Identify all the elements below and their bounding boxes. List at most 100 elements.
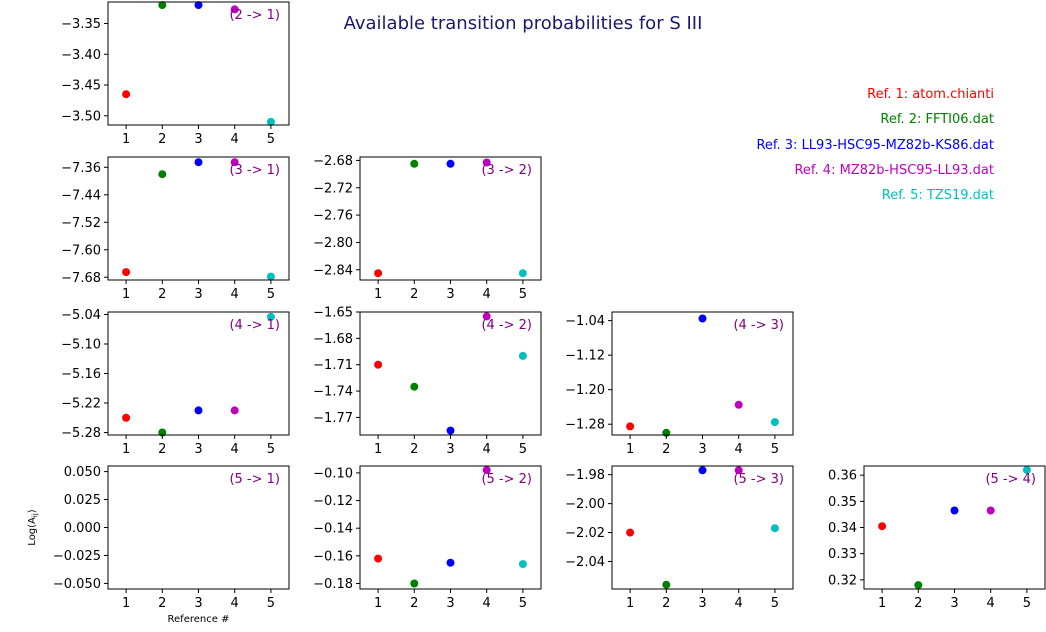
panel-6-ytick-label-2: −1.12 — [565, 349, 605, 364]
panel-6-xtick-label-4: 4 — [735, 442, 743, 457]
panel-10-transition-label: (5 -> 4) — [985, 472, 1036, 487]
panel-8-xtick-label-5: 5 — [519, 596, 527, 611]
ref-legend-item-1: Ref. 1: atom.chianti — [867, 87, 994, 102]
panel-2-point-ref-1 — [122, 268, 131, 277]
panel-1-point-ref-1 — [122, 90, 131, 99]
panel-2-transition-label: (3 -> 1) — [229, 163, 280, 178]
panel-5-point-ref-5 — [518, 351, 527, 360]
panel-6-ytick-label-3: −1.20 — [565, 383, 605, 398]
panel-10-xtick-label-4: 4 — [987, 596, 995, 611]
panel-1-xtick-label-4: 4 — [231, 132, 239, 147]
panel-6-transition-label: (4 -> 3) — [733, 318, 784, 333]
y-axis-label: Log(Aij) — [27, 509, 39, 546]
panel-1-ytick-label-1: −3.35 — [61, 17, 101, 32]
panel-6-ytick-label-4: −1.28 — [565, 418, 605, 433]
panel-2-xtick-label-4: 4 — [231, 287, 239, 302]
panel-3-xtick-label-2: 2 — [410, 287, 418, 302]
panel-10-xtick-label-5: 5 — [1023, 596, 1031, 611]
panel-8-xtick-label-3: 3 — [446, 596, 454, 611]
panel-8-xtick-label-1: 1 — [374, 596, 382, 611]
panel-9-point-ref-2 — [662, 580, 671, 589]
panel-1-xtick-label-2: 2 — [158, 132, 166, 147]
panel-5-ytick-label-4: −1.74 — [313, 385, 353, 400]
panel-5-point-ref-4 — [482, 312, 491, 321]
panel-1-ytick-label-3: −3.45 — [61, 79, 101, 94]
panel-2-xtick-label-2: 2 — [158, 287, 166, 302]
panel-8-ytick-label-1: −0.10 — [313, 466, 353, 481]
panel-8-ytick-label-2: −0.12 — [313, 494, 353, 509]
panel-1-point-ref-4 — [230, 5, 239, 14]
panel-10-point-ref-3 — [950, 506, 959, 515]
panel-9-xtick-label-3: 3 — [698, 596, 706, 611]
panel-3-ytick-label-1: −2.68 — [313, 154, 353, 169]
panel-8-ytick-label-5: −0.18 — [313, 577, 353, 592]
panel-8-transition-label: (5 -> 2) — [481, 472, 532, 487]
panel-4-ytick-label-4: −5.22 — [61, 397, 101, 412]
panel-3-xtick-label-4: 4 — [483, 287, 491, 302]
panel-4-point-ref-5 — [266, 312, 275, 321]
panel-6-xtick-label-3: 3 — [698, 442, 706, 457]
panel-1-ytick-label-4: −3.50 — [61, 109, 101, 124]
panel-1-point-ref-5 — [266, 117, 275, 126]
panel-8-point-ref-5 — [518, 560, 527, 569]
panel-1-ytick-label-2: −3.40 — [61, 48, 101, 63]
panel-2-point-ref-5 — [266, 272, 275, 281]
panel-10-ytick-label-1: 0.36 — [828, 469, 857, 484]
panel-10-point-ref-4 — [986, 506, 995, 515]
panel-8-point-ref-4 — [482, 466, 491, 475]
y-axis-label-main: Log(A — [27, 517, 38, 546]
panel-4-point-ref-4 — [230, 406, 239, 415]
panel-9-ytick-label-3: −2.02 — [565, 526, 605, 541]
panel-4-transition-label: (4 -> 1) — [229, 318, 280, 333]
panel-1-point-ref-2 — [158, 1, 167, 10]
panel-6-xtick-label-2: 2 — [662, 442, 670, 457]
y-axis-label-close: ) — [27, 509, 38, 513]
panel-4-xtick-label-5: 5 — [267, 442, 275, 457]
y-axis-label-sub: ij — [31, 513, 39, 517]
panel-3-ytick-label-3: −2.76 — [313, 209, 353, 224]
panel-9-ytick-label-4: −2.04 — [565, 555, 605, 570]
panel-8-ytick-label-4: −0.16 — [313, 549, 353, 564]
panel-5-point-ref-3 — [446, 426, 455, 435]
panel-1-point-ref-3 — [194, 1, 203, 10]
panel-5-xtick-label-5: 5 — [519, 442, 527, 457]
panel-7-ytick-label-1: 0.050 — [64, 465, 101, 480]
panel-7-xtick-label-2: 2 — [158, 596, 166, 611]
ref-legend-item-5: Ref. 5: TZS19.dat — [881, 188, 994, 204]
panel-1-xtick-label-1: 1 — [122, 132, 130, 147]
ref-legend-item-3: Ref. 3: LL93-HSC95-MZ82b-KS86.dat — [756, 137, 994, 153]
panel-6-xtick-label-1: 1 — [626, 442, 634, 457]
panel-4-ytick-label-1: −5.04 — [61, 308, 101, 323]
panel-5-transition-label: (4 -> 2) — [481, 318, 532, 333]
panel-3-xtick-label-3: 3 — [446, 287, 454, 302]
panel-6-point-ref-3 — [698, 314, 707, 323]
panel-9-point-ref-5 — [770, 524, 779, 533]
panel-5-point-ref-2 — [410, 382, 419, 391]
figure-title: Available transition probabilities for S… — [343, 13, 703, 34]
panel-6-xtick-label-5: 5 — [771, 442, 779, 457]
panel-5-ytick-label-5: −1.77 — [313, 411, 353, 426]
panel-9-ytick-label-1: −1.98 — [565, 468, 605, 483]
panel-8-point-ref-2 — [410, 579, 419, 588]
panel-3-xtick-label-1: 1 — [374, 287, 382, 302]
panel-8-xtick-label-2: 2 — [410, 596, 418, 611]
panel-7-xtick-label-5: 5 — [267, 596, 275, 611]
panel-4-xtick-label-3: 3 — [194, 442, 202, 457]
panel-10-point-ref-2 — [914, 581, 923, 590]
panel-5-point-ref-1 — [374, 360, 383, 369]
panel-7-xtick-label-3: 3 — [194, 596, 202, 611]
panel-4-xtick-label-2: 2 — [158, 442, 166, 457]
panel-2-xtick-label-3: 3 — [194, 287, 202, 302]
x-axis-label: Reference # — [168, 614, 230, 625]
panel-9-xtick-label-1: 1 — [626, 596, 634, 611]
panel-2-ytick-label-5: −7.68 — [61, 271, 101, 286]
panel-10-xtick-label-3: 3 — [950, 596, 958, 611]
panel-3-xtick-label-5: 5 — [519, 287, 527, 302]
panel-7-xtick-label-1: 1 — [122, 596, 130, 611]
panel-8-point-ref-1 — [374, 554, 383, 563]
panel-3-point-ref-4 — [482, 158, 491, 167]
panel-8-ytick-label-3: −0.14 — [313, 522, 353, 537]
panel-5-xtick-label-1: 1 — [374, 442, 382, 457]
panel-9-point-ref-4 — [734, 466, 743, 475]
